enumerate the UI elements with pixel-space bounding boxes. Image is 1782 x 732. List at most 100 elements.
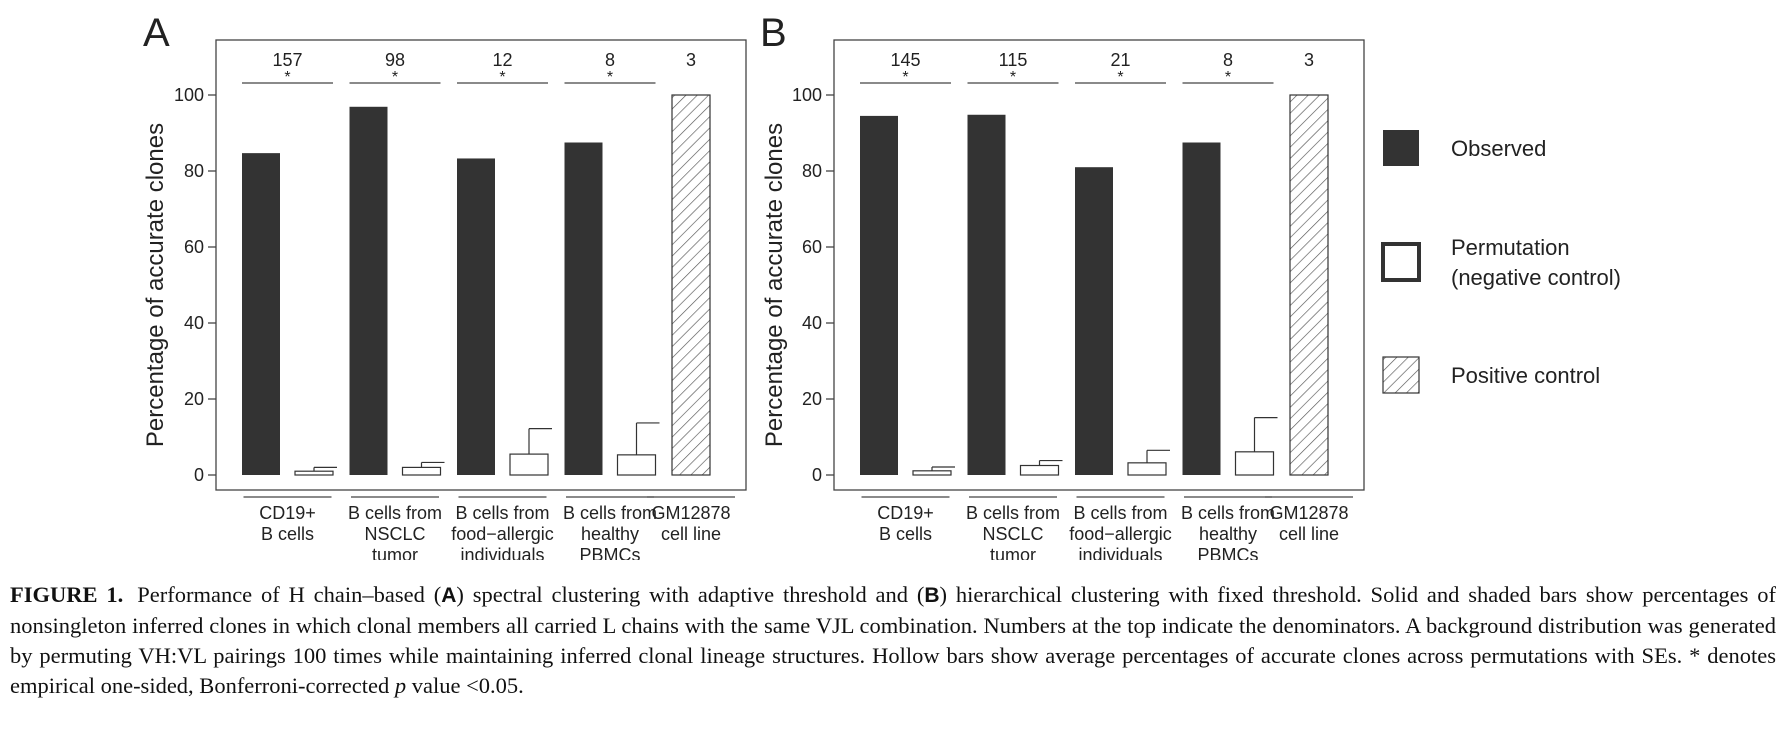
legend-label-permutation-0: Permutation xyxy=(1451,235,1570,260)
observed-bar-a-1 xyxy=(349,106,388,475)
observed-bar-a-0 xyxy=(242,153,280,475)
category-label-a-3-1: healthy xyxy=(581,524,639,544)
panel-letter-b: B xyxy=(760,11,787,55)
panel-a-chart: A Percentage of accurate clones 0 20 40 60 80 1… xyxy=(142,11,747,560)
significance-star-a-3: * xyxy=(607,69,613,86)
panel-letter-a: A xyxy=(143,11,170,55)
y-tick-label-a-0: 0 xyxy=(194,465,204,485)
caption-text-1: Performance of H chain–based ( xyxy=(137,582,442,607)
permutation-bar-b-2 xyxy=(1127,462,1167,476)
caption-text-4: value <0.05. xyxy=(406,673,524,698)
category-label-b-2-2: individuals xyxy=(1078,545,1162,560)
category-label-a-4-0: GM12878 xyxy=(651,503,730,523)
significance-star-b-2: * xyxy=(1117,69,1123,86)
y-tick-label-a-60: 60 xyxy=(184,237,204,257)
category-label-b-1-2: tumor xyxy=(990,545,1036,560)
denominator-label-b-1: 115 xyxy=(999,50,1028,70)
category-label-b-4-0: GM12878 xyxy=(1269,503,1348,523)
positive-control-bar-a-4 xyxy=(671,94,711,476)
permutation-bar-b-0 xyxy=(912,470,952,476)
permutation-bar-a-0 xyxy=(294,470,334,476)
legend-swatch-positive xyxy=(1382,356,1420,394)
denominator-label-a-1: 98 xyxy=(385,50,405,70)
category-label-a-0-1: B cells xyxy=(261,524,314,544)
significance-star-b-0: * xyxy=(902,69,908,86)
observed-bar-b-2 xyxy=(1075,167,1113,475)
observed-bar-a-2 xyxy=(457,158,495,475)
category-label-b-1-1: NSCLC xyxy=(982,524,1043,544)
denominator-label-b-3: 8 xyxy=(1223,50,1233,70)
y-tick-label-b-60: 60 xyxy=(802,237,822,257)
category-label-a-2-2: individuals xyxy=(460,545,544,560)
observed-bar-b-3 xyxy=(1182,142,1221,475)
denominator-label-a-3: 8 xyxy=(605,50,615,70)
category-label-a-2-0: B cells from xyxy=(455,503,549,523)
permutation-bar-b-1 xyxy=(1019,464,1060,476)
positive-control-bar-b-4 xyxy=(1289,94,1329,476)
denominator-label-a-2: 12 xyxy=(492,50,512,70)
category-label-b-2-1: food−allergic xyxy=(1069,524,1172,544)
category-label-a-1-1: NSCLC xyxy=(364,524,425,544)
observed-bar-a-3 xyxy=(564,142,603,475)
denominator-label-b-2: 21 xyxy=(1110,50,1130,70)
category-label-b-3-1: healthy xyxy=(1199,524,1257,544)
category-label-b-0-1: B cells xyxy=(879,524,932,544)
category-label-a-1-2: tumor xyxy=(372,545,418,560)
y-tick-label-b-20: 20 xyxy=(802,389,822,409)
y-axis-title-b: Percentage of accurate clones xyxy=(761,123,788,447)
category-label-a-3-2: PBMCs xyxy=(579,545,640,560)
category-label-a-4-1: cell line xyxy=(661,524,721,544)
plot-frame-b xyxy=(833,39,1365,491)
significance-star-b-1: * xyxy=(1010,69,1016,86)
legend-label-positive: Positive control xyxy=(1451,363,1600,388)
caption-text-3: ) hierarchical clustering with fixed thr… xyxy=(10,582,1776,698)
y-tick-label-a-40: 40 xyxy=(184,313,204,333)
observed-bar-b-0 xyxy=(860,115,898,476)
y-tick-label-a-80: 80 xyxy=(184,161,204,181)
category-label-a-0-0: CD19+ xyxy=(259,503,316,523)
caption-label: FIGURE 1. xyxy=(10,582,124,607)
significance-star-a-0: * xyxy=(284,69,290,86)
category-label-b-3-0: B cells from xyxy=(1181,503,1275,523)
denominator-label-b-0: 145 xyxy=(890,50,920,70)
category-label-b-0-0: CD19+ xyxy=(877,503,934,523)
category-label-b-4-1: cell line xyxy=(1279,524,1339,544)
panel-b-chart: B Percentage of accurate clones 0 20 40 60 80 1… xyxy=(760,11,1365,560)
permutation-bar-a-3 xyxy=(616,454,657,476)
category-label-a-3-0: B cells from xyxy=(563,503,657,523)
y-axis-title-a: Percentage of accurate clones xyxy=(142,123,169,447)
category-label-a-2-1: food−allergic xyxy=(451,524,554,544)
y-tick-label-a-20: 20 xyxy=(184,389,204,409)
denominator-label-a-4: 3 xyxy=(686,50,696,70)
significance-star-a-2: * xyxy=(499,69,505,86)
y-tick-label-b-40: 40 xyxy=(802,313,822,333)
permutation-bar-b-3 xyxy=(1234,451,1275,476)
permutation-bar-a-1 xyxy=(401,466,442,476)
observed-bar-b-1 xyxy=(967,114,1006,475)
category-label-b-2-0: B cells from xyxy=(1073,503,1167,523)
category-label-b-3-2: PBMCs xyxy=(1197,545,1258,560)
significance-star-b-3: * xyxy=(1225,69,1231,86)
caption-p-italic: p xyxy=(394,673,407,698)
plot-frame-a xyxy=(215,39,747,491)
caption-panel-b-ref: B xyxy=(924,584,940,607)
caption-text-2: ) spectral clustering with adaptive thre… xyxy=(456,582,925,607)
significance-star-a-1: * xyxy=(392,69,398,86)
caption-panel-a-ref: A xyxy=(441,584,457,607)
denominator-label-b-4: 3 xyxy=(1304,50,1314,70)
legend-swatch-permutation xyxy=(1381,242,1421,282)
y-tick-label-b-100: 100 xyxy=(792,85,822,105)
legend-label-permutation-1: (negative control) xyxy=(1451,265,1621,290)
legend-label-observed: Observed xyxy=(1451,136,1546,161)
y-tick-label-a-100: 100 xyxy=(174,85,204,105)
category-label-b-1-0: B cells from xyxy=(966,503,1060,523)
y-tick-label-b-0: 0 xyxy=(812,465,822,485)
permutation-bar-a-2 xyxy=(509,453,549,476)
figure-caption: FIGURE 1. Performance of H chain–based (A… xyxy=(10,580,1776,701)
y-tick-label-b-80: 80 xyxy=(802,161,822,181)
legend-swatch-observed xyxy=(1383,130,1419,166)
denominator-label-a-0: 157 xyxy=(272,50,302,70)
legend: Observed Permutation (negative control) Pos… xyxy=(1381,130,1621,394)
category-label-a-1-0: B cells from xyxy=(348,503,442,523)
